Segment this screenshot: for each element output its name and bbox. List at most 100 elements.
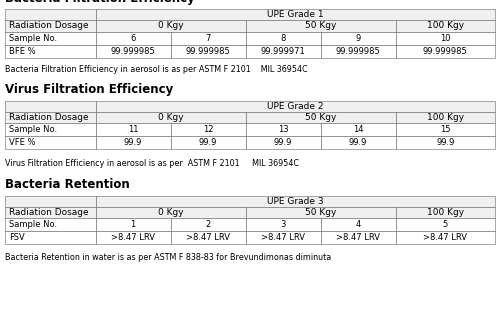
Bar xyxy=(170,231,246,244)
Bar xyxy=(96,123,170,136)
Text: 100 Kgy: 100 Kgy xyxy=(426,208,464,217)
Text: 4: 4 xyxy=(356,220,360,229)
Text: 99.999985: 99.999985 xyxy=(423,47,468,56)
Text: 2: 2 xyxy=(206,220,210,229)
Bar xyxy=(170,218,246,231)
Text: 50 Kgy: 50 Kgy xyxy=(305,113,336,122)
Bar xyxy=(5,231,96,244)
Text: 13: 13 xyxy=(278,125,288,134)
Bar xyxy=(396,123,495,136)
Text: Radiation Dosage: Radiation Dosage xyxy=(8,113,88,122)
Text: Bacteria Retention in water is as per ASTM F 838-83 for Brevundimonas diminuta: Bacteria Retention in water is as per AS… xyxy=(5,253,331,262)
Bar xyxy=(396,136,495,149)
Bar xyxy=(246,123,320,136)
Bar xyxy=(320,136,396,149)
Text: BFE %: BFE % xyxy=(8,47,36,56)
Bar xyxy=(96,101,495,112)
Text: VFE %: VFE % xyxy=(8,138,35,147)
Bar xyxy=(320,231,396,244)
Bar xyxy=(5,196,96,207)
Text: 1: 1 xyxy=(130,220,136,229)
Text: 10: 10 xyxy=(440,34,450,43)
Bar xyxy=(396,218,495,231)
Text: 99.999985: 99.999985 xyxy=(186,47,230,56)
Text: Sample No.: Sample No. xyxy=(8,220,57,229)
Bar xyxy=(5,207,96,218)
Bar xyxy=(396,31,495,44)
Text: 99.999971: 99.999971 xyxy=(260,47,306,56)
Bar xyxy=(5,218,96,231)
Text: Bacteria Filtration Efficiency: Bacteria Filtration Efficiency xyxy=(5,0,195,5)
Bar xyxy=(246,136,320,149)
Text: 9: 9 xyxy=(356,34,360,43)
Text: >8.47 LRV: >8.47 LRV xyxy=(336,233,380,242)
Bar xyxy=(96,9,495,21)
Bar xyxy=(396,112,495,123)
Text: FSV: FSV xyxy=(8,233,24,242)
Bar xyxy=(320,218,396,231)
Bar xyxy=(170,136,246,149)
Bar xyxy=(96,196,495,207)
Text: 11: 11 xyxy=(128,125,138,134)
Text: 100 Kgy: 100 Kgy xyxy=(426,113,464,122)
Bar xyxy=(170,31,246,44)
Bar xyxy=(96,207,246,218)
Text: Radiation Dosage: Radiation Dosage xyxy=(8,21,88,30)
Bar xyxy=(246,218,320,231)
Bar xyxy=(396,231,495,244)
Bar xyxy=(170,44,246,58)
Bar xyxy=(96,31,170,44)
Text: 50 Kgy: 50 Kgy xyxy=(305,208,336,217)
Bar xyxy=(396,44,495,58)
Bar xyxy=(320,123,396,136)
Bar xyxy=(246,21,396,31)
Text: >8.47 LRV: >8.47 LRV xyxy=(261,233,305,242)
Text: 99.9: 99.9 xyxy=(199,138,218,147)
Text: Sample No.: Sample No. xyxy=(8,34,57,43)
Text: Sample No.: Sample No. xyxy=(8,125,57,134)
Text: Bacteria Retention: Bacteria Retention xyxy=(5,178,130,191)
Text: 0 Kgy: 0 Kgy xyxy=(158,113,184,122)
Bar xyxy=(5,123,96,136)
Text: 99.9: 99.9 xyxy=(436,138,454,147)
Bar xyxy=(5,136,96,149)
Text: Radiation Dosage: Radiation Dosage xyxy=(8,208,88,217)
Text: 15: 15 xyxy=(440,125,450,134)
Bar xyxy=(246,231,320,244)
Text: 99.9: 99.9 xyxy=(349,138,367,147)
Text: >8.47 LRV: >8.47 LRV xyxy=(186,233,230,242)
Bar xyxy=(320,31,396,44)
Text: Virus Filtration Efficiency: Virus Filtration Efficiency xyxy=(5,83,173,96)
Bar xyxy=(396,21,495,31)
Text: 12: 12 xyxy=(203,125,213,134)
Text: 99.9: 99.9 xyxy=(274,138,292,147)
Text: >8.47 LRV: >8.47 LRV xyxy=(111,233,155,242)
Bar xyxy=(5,101,96,112)
Bar xyxy=(96,218,170,231)
Text: UPE Grade 3: UPE Grade 3 xyxy=(267,197,324,206)
Text: 5: 5 xyxy=(442,220,448,229)
Text: 3: 3 xyxy=(280,220,286,229)
Text: 8: 8 xyxy=(280,34,286,43)
Bar xyxy=(246,112,396,123)
Bar xyxy=(246,31,320,44)
Bar xyxy=(96,231,170,244)
Text: Bacteria Filtration Efficiency in aerosol is as per ASTM F 2101    MIL 36954C: Bacteria Filtration Efficiency in aeroso… xyxy=(5,65,308,74)
Text: Virus Filtration Efficiency in aerosol is as per  ASTM F 2101     MIL 36954C: Virus Filtration Efficiency in aerosol i… xyxy=(5,159,299,168)
Bar xyxy=(5,21,96,31)
Bar xyxy=(5,9,96,21)
Bar xyxy=(246,207,396,218)
Text: 99.999985: 99.999985 xyxy=(336,47,380,56)
Bar xyxy=(320,44,396,58)
Bar xyxy=(96,44,170,58)
Text: 100 Kgy: 100 Kgy xyxy=(426,21,464,30)
Text: UPE Grade 1: UPE Grade 1 xyxy=(267,10,324,19)
Text: 99.9: 99.9 xyxy=(124,138,142,147)
Text: 50 Kgy: 50 Kgy xyxy=(305,21,336,30)
Bar xyxy=(5,31,96,44)
Bar xyxy=(96,21,246,31)
Bar xyxy=(96,112,246,123)
Bar xyxy=(5,44,96,58)
Text: 7: 7 xyxy=(206,34,211,43)
Bar xyxy=(396,207,495,218)
